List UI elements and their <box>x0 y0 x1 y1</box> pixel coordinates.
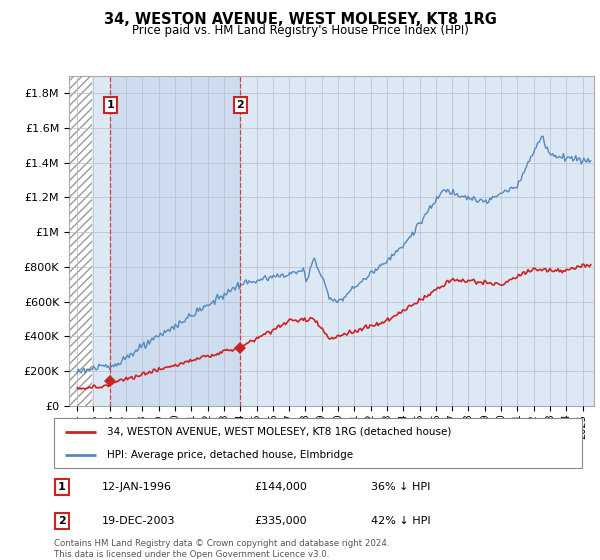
Text: 36% ↓ HPI: 36% ↓ HPI <box>371 482 430 492</box>
Bar <box>92 76 110 406</box>
Text: 12-JAN-1996: 12-JAN-1996 <box>101 482 172 492</box>
Bar <box>110 76 240 406</box>
Text: 34, WESTON AVENUE, WEST MOLESEY, KT8 1RG (detached house): 34, WESTON AVENUE, WEST MOLESEY, KT8 1RG… <box>107 427 451 437</box>
Text: £144,000: £144,000 <box>254 482 308 492</box>
Text: 42% ↓ HPI: 42% ↓ HPI <box>371 516 430 526</box>
Bar <box>69 76 92 406</box>
Text: £335,000: £335,000 <box>254 516 307 526</box>
Text: 19-DEC-2003: 19-DEC-2003 <box>101 516 175 526</box>
FancyBboxPatch shape <box>54 418 582 468</box>
Text: HPI: Average price, detached house, Elmbridge: HPI: Average price, detached house, Elmb… <box>107 450 353 460</box>
Text: 1: 1 <box>107 100 114 110</box>
Text: Price paid vs. HM Land Registry's House Price Index (HPI): Price paid vs. HM Land Registry's House … <box>131 24 469 37</box>
Text: 34, WESTON AVENUE, WEST MOLESEY, KT8 1RG: 34, WESTON AVENUE, WEST MOLESEY, KT8 1RG <box>104 12 496 27</box>
Text: Contains HM Land Registry data © Crown copyright and database right 2024.
This d: Contains HM Land Registry data © Crown c… <box>54 539 389 559</box>
Text: 2: 2 <box>236 100 244 110</box>
Bar <box>69 76 92 406</box>
Text: 2: 2 <box>58 516 66 526</box>
Text: 1: 1 <box>58 482 66 492</box>
